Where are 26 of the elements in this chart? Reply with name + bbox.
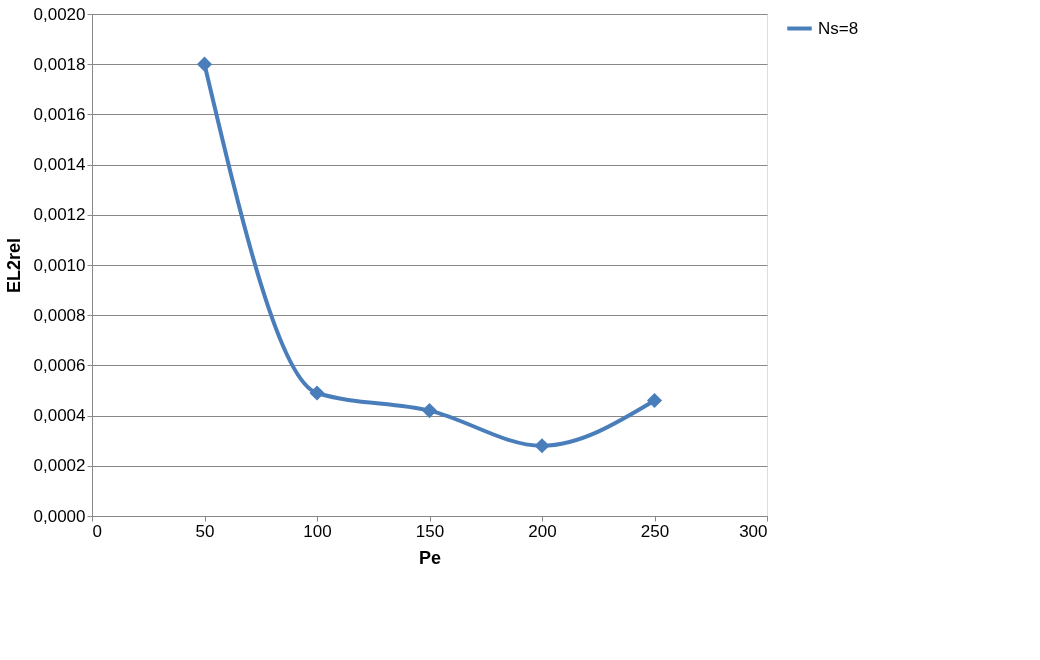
x-tick-label: 300 bbox=[739, 521, 768, 541]
x-tick-label: 100 bbox=[303, 521, 332, 541]
y-tick-label: 0,0018 bbox=[33, 54, 86, 74]
y-tick-label: 0,0016 bbox=[33, 104, 86, 124]
y-tick-label: 0,0014 bbox=[33, 155, 86, 175]
y-tick-label: 0,0020 bbox=[33, 4, 86, 24]
y-tick-label: 0,0012 bbox=[33, 205, 86, 225]
point bbox=[421, 403, 438, 419]
x-tick-label: 0 bbox=[92, 521, 102, 541]
y-tick-label: 0,0010 bbox=[33, 255, 86, 275]
y-tick-label: 0,0002 bbox=[33, 456, 86, 476]
x-tick-label: 250 bbox=[640, 521, 670, 541]
x-tick-label: 200 bbox=[528, 521, 557, 541]
y-tick-label: 0,0000 bbox=[33, 506, 86, 526]
point bbox=[534, 438, 550, 454]
legend-label: Ns=8 bbox=[818, 18, 859, 38]
x-axis-title: Pe bbox=[418, 547, 442, 568]
point bbox=[196, 56, 213, 72]
point bbox=[309, 385, 325, 401]
y-tick-label: 0,0004 bbox=[33, 406, 86, 426]
x-tick-label: 150 bbox=[415, 521, 445, 541]
point bbox=[646, 392, 663, 409]
x-tick-label: 50 bbox=[195, 521, 215, 541]
y-tick-label: 0,0008 bbox=[33, 305, 86, 325]
y-tick-label: 0,0006 bbox=[33, 355, 86, 375]
y-axis-title: EL2rel bbox=[3, 237, 24, 294]
